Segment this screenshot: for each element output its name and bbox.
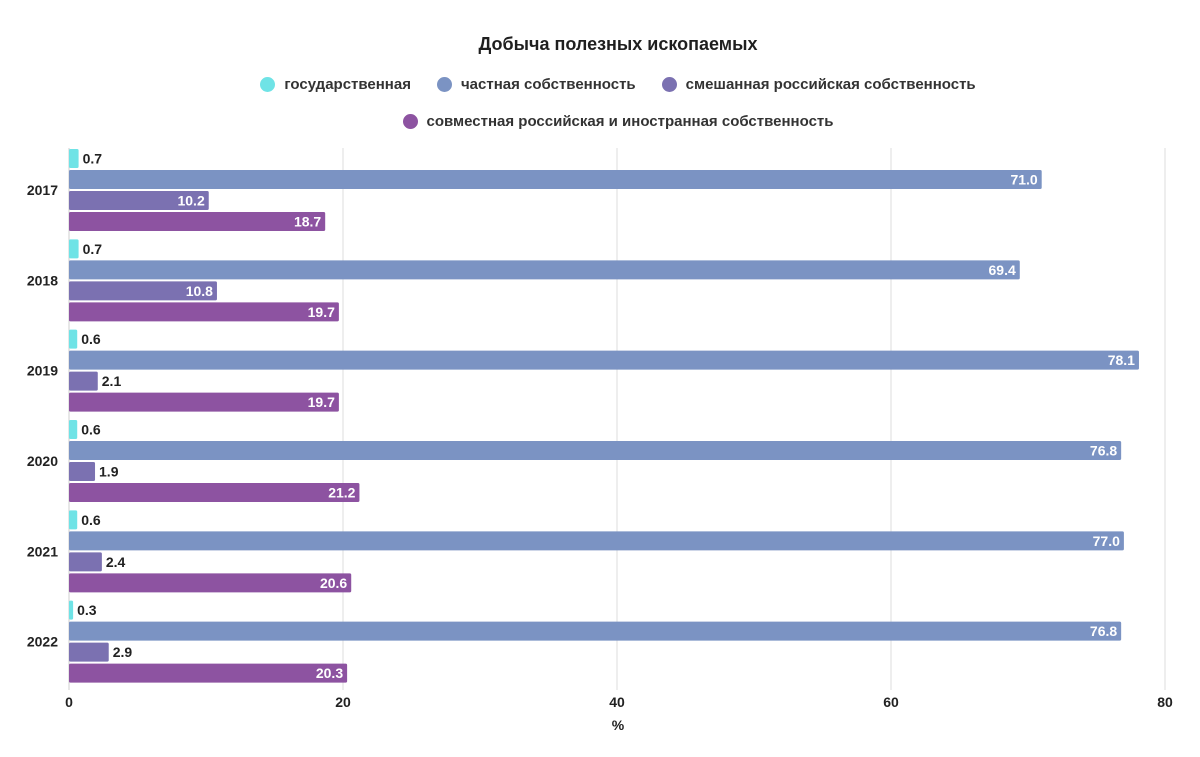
bar-value-label: 2.9 (113, 644, 133, 660)
bar-value-label: 20.6 (320, 575, 347, 591)
bar[interactable] (69, 642, 109, 662)
legend-row-1: государственная частная собственность см… (0, 76, 1200, 93)
category-label: 2020 (27, 453, 58, 469)
bar[interactable] (69, 510, 78, 530)
bar-value-label: 69.4 (989, 262, 1016, 278)
bar[interactable] (69, 600, 74, 620)
legend-label-joint: совместная российская и иностранная собс… (426, 113, 834, 130)
bar-value-label: 10.8 (186, 283, 213, 299)
bar-value-label: 0.3 (77, 602, 97, 618)
legend-swatch-joint (402, 114, 418, 129)
bar[interactable] (69, 420, 78, 439)
legend-swatch-mixed (661, 77, 677, 92)
bar[interactable] (69, 170, 1042, 189)
bar[interactable] (69, 260, 1020, 280)
x-tick-label: 0 (65, 694, 73, 710)
legend-label-mixed: смешанная российская собственность (685, 76, 976, 93)
bar[interactable] (69, 462, 96, 481)
legend-item-mixed[interactable]: смешанная российская собственность (661, 76, 976, 93)
bar-value-label: 0.6 (81, 331, 101, 347)
chart-title: Добыча полезных ископаемых (478, 34, 758, 54)
bar-value-label: 0.7 (83, 241, 103, 257)
x-tick-label: 60 (883, 694, 899, 710)
bar[interactable] (69, 350, 1139, 370)
legend-swatch-state (260, 77, 276, 92)
x-tick-label: 80 (1157, 694, 1173, 710)
bar[interactable] (69, 281, 217, 301)
bar[interactable] (69, 552, 102, 572)
bar-value-label: 0.6 (81, 512, 101, 528)
legend-item-state[interactable]: государственная (260, 76, 411, 93)
x-axis-title: % (612, 717, 625, 733)
bar[interactable] (69, 191, 209, 210)
bar[interactable] (69, 329, 78, 349)
bar[interactable] (69, 392, 339, 412)
bar-value-label: 2.1 (102, 373, 122, 389)
bar-value-label: 71.0 (1010, 172, 1037, 188)
bar-value-label: 78.1 (1108, 352, 1135, 368)
bar-value-label: 76.8 (1090, 443, 1117, 459)
bar-value-label: 21.2 (328, 485, 355, 501)
category-label: 2022 (27, 634, 58, 650)
x-tick-label: 20 (335, 694, 351, 710)
bar-value-label: 18.7 (294, 214, 321, 230)
bar-value-label: 10.2 (177, 193, 204, 209)
bar-value-label: 20.3 (316, 665, 343, 681)
bar[interactable] (69, 441, 1122, 460)
bar-value-label: 76.8 (1090, 623, 1117, 639)
legend-row-2: совместная российская и иностранная собс… (0, 113, 1200, 130)
legend-item-private[interactable]: частная собственность (436, 76, 636, 93)
data-labels: 0.7 71.0 10.2 18.7 0.7 69.4 10.8 19.7 0.6 78.1 2.1… (77, 151, 1135, 682)
category-label: 2019 (27, 363, 58, 379)
category-label: 2017 (27, 182, 58, 198)
bar-value-label: 0.6 (81, 422, 101, 438)
bars (69, 149, 1139, 683)
bar[interactable] (69, 149, 79, 168)
legend-label-private: частная собственность (460, 76, 636, 93)
bar[interactable] (69, 531, 1124, 551)
bar[interactable] (69, 621, 1122, 641)
bar-value-label: 2.4 (106, 554, 126, 570)
bar[interactable] (69, 302, 339, 322)
bar-value-label: 1.9 (99, 464, 119, 480)
bar[interactable] (69, 483, 360, 502)
bar[interactable] (69, 371, 98, 391)
category-label: 2018 (27, 272, 58, 288)
x-tick-label: 40 (609, 694, 625, 710)
legend-swatch-private (436, 77, 452, 92)
bar[interactable] (69, 573, 352, 593)
bar[interactable] (69, 663, 348, 683)
legend-item-joint[interactable]: совместная российская и иностранная собс… (402, 113, 834, 130)
category-label: 2021 (27, 543, 58, 559)
bar[interactable] (69, 239, 79, 259)
bar-value-label: 77.0 (1093, 533, 1120, 549)
bar-value-label: 19.7 (308, 394, 335, 410)
gridlines (68, 148, 1166, 690)
bar-value-label: 0.7 (83, 151, 103, 167)
bar[interactable] (69, 212, 326, 231)
bar-value-label: 19.7 (308, 304, 335, 320)
legend-label-state: государственная (284, 76, 411, 93)
axes: 0 20 40 60 80% 2017 2018 2019 2020 2021 2022 (27, 182, 1173, 733)
